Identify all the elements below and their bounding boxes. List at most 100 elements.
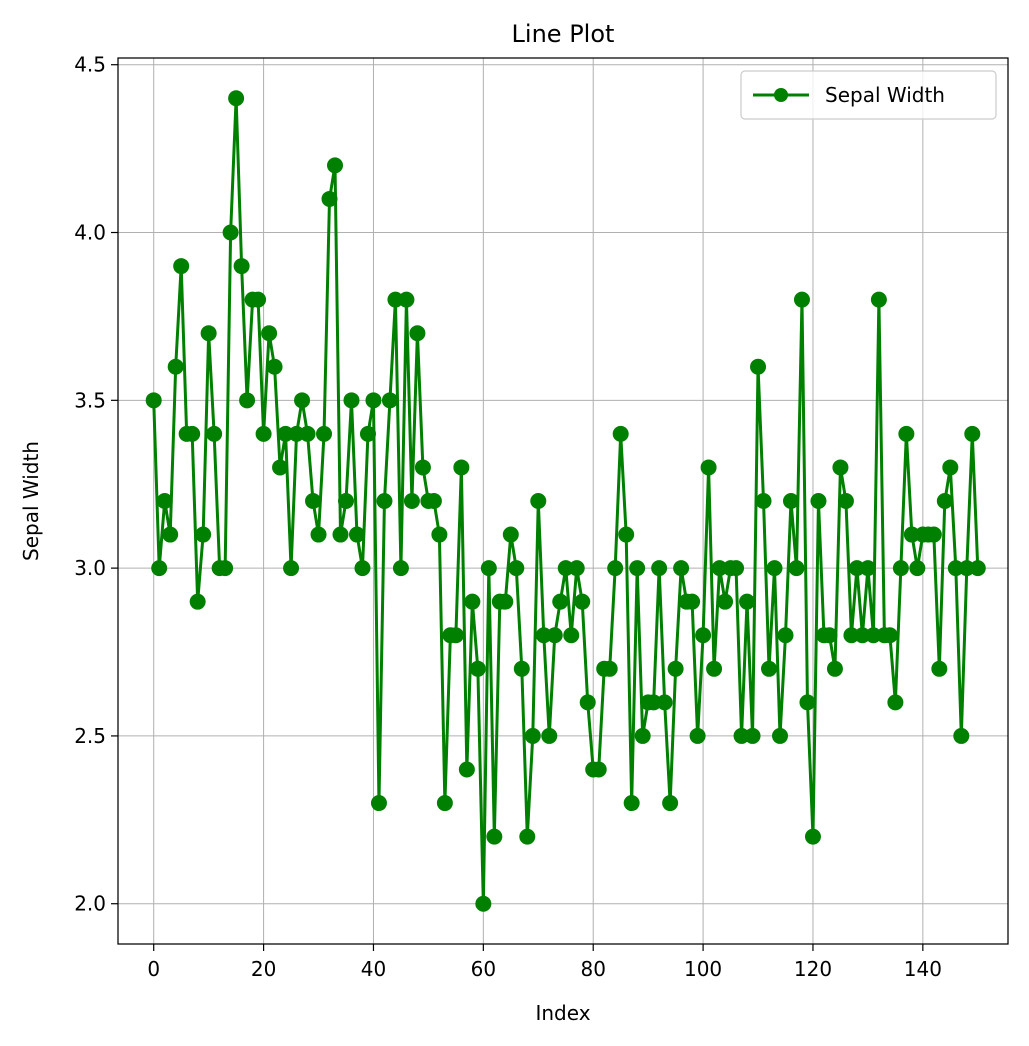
data-point — [431, 526, 448, 543]
data-point — [398, 291, 415, 308]
data-point — [563, 627, 580, 644]
legend-entry-sepal-width: Sepal Width — [825, 83, 945, 107]
data-point — [348, 526, 365, 543]
data-point — [656, 694, 673, 711]
x-tick-label: 140 — [904, 957, 942, 981]
y-tick-label: 4.0 — [74, 221, 106, 245]
data-point — [903, 526, 920, 543]
data-point — [458, 761, 475, 778]
y-tick-label: 2.5 — [74, 724, 106, 748]
data-point — [228, 90, 245, 107]
data-point — [733, 727, 750, 744]
data-point — [524, 727, 541, 744]
data-point — [651, 560, 668, 577]
data-point — [381, 392, 398, 409]
x-tick-label: 20 — [251, 957, 276, 981]
data-point — [167, 358, 184, 375]
legend-box — [740, 70, 997, 120]
x-tick-label: 120 — [794, 957, 832, 981]
data-point — [772, 727, 789, 744]
data-point — [200, 325, 217, 342]
data-point — [327, 157, 344, 174]
data-point — [546, 627, 563, 644]
y-tick-label: 4.5 — [74, 53, 106, 77]
data-point — [590, 761, 607, 778]
data-point — [310, 526, 327, 543]
data-point — [261, 325, 278, 342]
data-point — [195, 526, 212, 543]
data-point — [859, 560, 876, 577]
data-point — [870, 291, 887, 308]
data-point — [799, 694, 816, 711]
data-point — [925, 526, 942, 543]
data-point — [535, 627, 552, 644]
data-point — [931, 660, 948, 677]
data-point — [887, 694, 904, 711]
data-point — [739, 593, 756, 610]
data-point — [145, 392, 162, 409]
data-point — [250, 291, 267, 308]
data-point — [761, 660, 778, 677]
series-layer — [145, 90, 986, 912]
data-point — [321, 190, 338, 207]
data-point — [552, 593, 569, 610]
data-point — [530, 493, 547, 509]
data-point — [711, 560, 728, 577]
data-point — [892, 560, 909, 577]
data-point — [947, 560, 964, 577]
data-point — [793, 291, 810, 308]
y-axis-label: Sepal Width — [19, 441, 43, 561]
data-point — [486, 828, 503, 845]
data-point — [343, 392, 360, 409]
data-point — [354, 560, 371, 577]
data-point — [239, 392, 256, 409]
data-point — [936, 493, 953, 509]
data-point — [469, 660, 486, 677]
data-point — [607, 560, 624, 577]
data-point — [266, 358, 283, 375]
data-point — [425, 493, 442, 509]
data-point — [634, 727, 651, 744]
data-point — [744, 727, 761, 744]
data-point — [848, 560, 865, 577]
data-point — [447, 627, 464, 644]
data-point — [623, 795, 640, 812]
data-point — [750, 358, 767, 375]
data-point — [728, 560, 745, 577]
data-point — [436, 795, 453, 812]
data-point — [255, 425, 272, 442]
data-point — [964, 425, 981, 442]
data-point — [881, 627, 898, 644]
data-point — [755, 493, 772, 509]
data-point — [206, 425, 223, 442]
legend-marker-swatch — [774, 88, 788, 102]
data-point — [557, 560, 574, 577]
data-point — [662, 795, 679, 812]
data-point — [189, 593, 206, 610]
data-point — [832, 459, 849, 476]
data-point — [700, 459, 717, 476]
data-point — [568, 560, 585, 577]
axis-ticks: 0 20 40 60 80 100 120 140 2.0 2.5 3.0 3.5 4.0 4.5 — [74, 53, 942, 981]
data-point — [409, 325, 426, 342]
data-point — [969, 560, 986, 577]
data-point — [865, 627, 882, 644]
data-point — [365, 392, 382, 409]
data-point — [184, 425, 201, 442]
data-point — [173, 258, 190, 275]
data-point — [453, 459, 470, 476]
chart-title: Line Plot — [512, 20, 615, 48]
data-point — [376, 493, 393, 509]
data-point — [601, 660, 618, 677]
data-point — [854, 627, 871, 644]
data-point — [821, 627, 838, 644]
data-point — [804, 828, 821, 845]
data-point — [288, 425, 305, 442]
data-point — [706, 660, 723, 677]
data-point — [618, 526, 635, 543]
data-point — [612, 425, 629, 442]
data-point — [497, 593, 514, 610]
data-point — [958, 560, 975, 577]
data-point — [909, 560, 926, 577]
data-point — [689, 727, 706, 744]
